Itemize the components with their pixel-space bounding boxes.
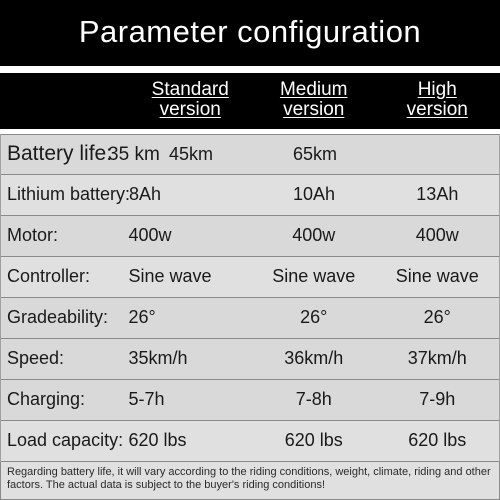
- row-label: Load capacity:: [1, 430, 129, 451]
- table-row: Controller: Sine wave Sine wave Sine wav…: [1, 257, 499, 298]
- page-title: Parameter configuration: [0, 0, 500, 66]
- col-header-line1: Medium: [280, 79, 348, 100]
- table-row: Load capacity: 620 lbs 620 lbs 620 lbs: [1, 421, 499, 462]
- spec-sheet: Parameter configuration Standard version…: [0, 0, 500, 500]
- cell: 7-9h: [376, 389, 500, 410]
- table-row: Motor: 400w 400w 400w: [1, 216, 499, 257]
- cell: 400w: [252, 225, 376, 246]
- cell: 8Ah: [129, 184, 252, 205]
- cell: 26°: [376, 307, 500, 328]
- cell: 400w: [129, 225, 253, 246]
- row-label: Controller:: [1, 266, 129, 287]
- cell: 5-7h: [129, 389, 253, 410]
- table-row: Speed: 35km/h 36km/h 37km/h: [1, 339, 499, 380]
- cell: 620 lbs: [129, 430, 253, 451]
- cell: 37km/h: [376, 348, 500, 369]
- row-label: Battery life: 35 km: [1, 142, 129, 166]
- spacer: [0, 66, 500, 73]
- col-header-high: High version: [375, 80, 499, 120]
- col-header-line2: version: [407, 99, 468, 120]
- header-spacer: [1, 80, 128, 120]
- col-header-line2: version: [160, 99, 221, 120]
- cell: 400w: [376, 225, 500, 246]
- footnote: Regarding battery life, it will vary acc…: [0, 462, 500, 500]
- cell: 620 lbs: [252, 430, 376, 451]
- row-label: Charging:: [1, 389, 129, 410]
- cell: 65km: [253, 144, 377, 165]
- row-label: Gradeability:: [1, 307, 129, 328]
- cell: 13Ah: [376, 184, 499, 205]
- cell: 45km: [129, 144, 253, 165]
- cell: Sine wave: [376, 266, 500, 287]
- row-label: Lithium battery:: [1, 184, 129, 205]
- cell: Sine wave: [129, 266, 253, 287]
- cell: Sine wave: [252, 266, 376, 287]
- cell: 36km/h: [252, 348, 376, 369]
- col-header-line1: Standard: [152, 79, 229, 100]
- spec-table: Battery life: 35 km 45km 65km Lithium ba…: [0, 134, 500, 462]
- table-row: Gradeability: 26° 26° 26°: [1, 298, 499, 339]
- cell: 26°: [252, 307, 376, 328]
- col-header-line1: High: [418, 79, 457, 100]
- row-label: Motor:: [1, 225, 129, 246]
- table-row: Battery life: 35 km 45km 65km: [1, 134, 499, 175]
- cell: 35km/h: [129, 348, 253, 369]
- cell: 7-8h: [252, 389, 376, 410]
- table-row: Charging: 5-7h 7-8h 7-9h: [1, 380, 499, 421]
- cell: 620 lbs: [376, 430, 500, 451]
- row-label: Speed:: [1, 348, 129, 369]
- table-row: Lithium battery: 8Ah 10Ah 13Ah: [1, 175, 499, 216]
- col-header-line2: version: [283, 99, 344, 120]
- column-headers: Standard version Medium version High ver…: [0, 73, 500, 129]
- col-header-medium: Medium version: [252, 80, 376, 120]
- cell: 10Ah: [252, 184, 375, 205]
- cell: 26°: [129, 307, 253, 328]
- col-header-standard: Standard version: [128, 80, 252, 120]
